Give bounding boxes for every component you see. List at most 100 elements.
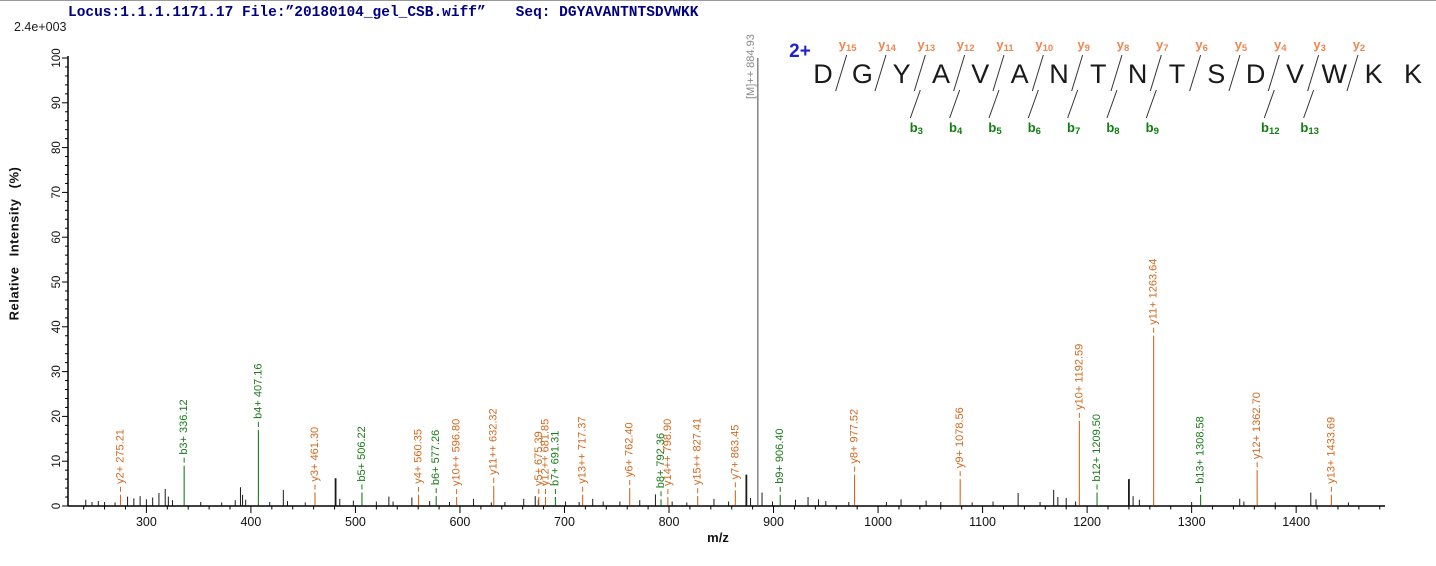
seq-ion-label-b5: b5 bbox=[988, 120, 1002, 137]
peak-label-y12+: y12+ 1362.70 bbox=[1251, 392, 1263, 459]
x-tick-label: 1200 bbox=[1073, 515, 1101, 529]
residue-6-A: A bbox=[1011, 59, 1029, 89]
b-cleavage-slash bbox=[1145, 89, 1157, 119]
y-axis-ticks: 0 10 20 30 40 50 60 70 80 90 100 bbox=[51, 48, 68, 509]
y-cleavage-slash bbox=[1228, 54, 1241, 92]
y-tick-label: 70 bbox=[51, 186, 63, 199]
locus-file-label: Locus:1.1.1.1171.17 File:”20180104_gel_C… bbox=[68, 5, 486, 21]
residue-10-T: T bbox=[1169, 59, 1186, 89]
x-tick-label: 700 bbox=[554, 515, 575, 529]
seq-ion-label-y15: y15 bbox=[839, 37, 858, 54]
b-cleavage-slash bbox=[1263, 89, 1275, 119]
seq-ion-label-y8: y8 bbox=[1117, 37, 1130, 54]
peak-label-y14++: y14++ 798.90 bbox=[662, 419, 674, 486]
y-tick-label: 100 bbox=[51, 48, 63, 67]
peak-label-[M]++: [M]++ 884.93 bbox=[745, 34, 757, 99]
seq-ion-label-b9: b9 bbox=[1146, 120, 1159, 137]
peak-label-y8+: y8+ 977.52 bbox=[849, 409, 861, 464]
residue-5-V: V bbox=[971, 59, 989, 89]
residue-2-G: G bbox=[852, 59, 873, 89]
residue-11-S: S bbox=[1207, 59, 1225, 89]
x-tick-label: 300 bbox=[136, 515, 157, 529]
residue-1-D: D bbox=[813, 59, 833, 89]
peak-label-b4+: b4+ 407.16 bbox=[252, 363, 264, 418]
b-cleavage-slash bbox=[988, 89, 1000, 119]
noise-peaks bbox=[85, 474, 1349, 506]
peak-label-y2+: y2+ 275.21 bbox=[114, 429, 126, 484]
residue-7-N: N bbox=[1049, 59, 1069, 89]
y-axis-title: Relative Intensity (%) bbox=[6, 166, 22, 321]
seq-ion-label-y13: y13 bbox=[917, 37, 935, 54]
x-axis-ticks: 300 400 500 600 700 800 900 1000 1100 1200 1300 140… bbox=[83, 506, 1381, 529]
b-cleavage-slash bbox=[949, 89, 961, 119]
b-cleavage-slash bbox=[1303, 89, 1315, 119]
peak-label-b9+: b9+ 906.40 bbox=[774, 428, 786, 483]
y-cleavage-slash bbox=[1110, 54, 1123, 92]
y-tick-label: 50 bbox=[51, 276, 63, 289]
peak-label-y10+: y10+ 1192.59 bbox=[1073, 344, 1085, 410]
b-cleavage-slash bbox=[909, 89, 921, 119]
residue-9-N: N bbox=[1128, 59, 1148, 89]
x-tick-label: 400 bbox=[240, 515, 261, 529]
residue-12-D: D bbox=[1246, 59, 1266, 89]
x-axis-title: m/z bbox=[707, 530, 729, 545]
header: Locus:1.1.1.1171.17 File:”20180104_gel_C… bbox=[68, 5, 698, 21]
peak-label-y4+: y4+ 560.35 bbox=[413, 429, 425, 484]
seq-ion-label-b3: b3 bbox=[910, 120, 923, 137]
x-tick-label: 1300 bbox=[1178, 515, 1206, 529]
precursor-charge-label: 2+ bbox=[789, 41, 811, 62]
y-tick-label: 80 bbox=[51, 141, 63, 154]
y-cleavage-slash bbox=[992, 54, 1005, 92]
y-cleavage-slash bbox=[953, 54, 966, 92]
residue-16-K: K bbox=[1404, 59, 1422, 89]
y-cleavage-slash bbox=[874, 54, 887, 92]
seq-ion-label-y4: y4 bbox=[1274, 37, 1287, 54]
seq-ion-label-y7: y7 bbox=[1156, 37, 1169, 54]
peak-label-y7+: y7+ 863.45 bbox=[729, 425, 741, 480]
residue-13-V: V bbox=[1286, 59, 1304, 89]
seq-ion-label-b6: b6 bbox=[1028, 120, 1041, 137]
y-tick-label: 40 bbox=[51, 320, 63, 333]
peak-label-y12++: y12++ 681.85 bbox=[540, 419, 552, 486]
x-tick-label: 1400 bbox=[1282, 515, 1310, 529]
residue-15-K: K bbox=[1365, 59, 1383, 89]
y-tick-label: 30 bbox=[51, 365, 63, 378]
seq-ion-label-y2: y2 bbox=[1353, 37, 1366, 54]
y-cleavage-slash bbox=[1149, 54, 1162, 92]
y-cleavage-slash bbox=[1267, 54, 1280, 92]
peak-label-y10++: y10++ 596.80 bbox=[451, 419, 463, 486]
y-cleavage-slash bbox=[1189, 54, 1202, 92]
residue-3-Y: Y bbox=[893, 59, 911, 89]
seq-ion-label-b13: b13 bbox=[1300, 120, 1319, 137]
intensity-scale-label: 2.4e+003 bbox=[14, 20, 67, 34]
sequence-label: Seq: DGYAVANTNTSDVWKK bbox=[515, 5, 699, 21]
seq-ion-label-b7: b7 bbox=[1067, 120, 1080, 137]
seq-ion-label-y12: y12 bbox=[957, 37, 975, 54]
y-tick-label: 60 bbox=[51, 231, 63, 244]
y-tick-label: 0 bbox=[51, 503, 63, 509]
x-tick-label: 900 bbox=[763, 515, 784, 529]
peak-label-y3+: y3+ 461.30 bbox=[309, 427, 321, 482]
b-cleavage-slash bbox=[1106, 89, 1118, 119]
b-cleavage-slash bbox=[1027, 89, 1039, 119]
seq-ion-label-y9: y9 bbox=[1077, 37, 1090, 54]
peak-label-y5+: y5+ 675.39 bbox=[533, 431, 545, 486]
b-cleavage-slash bbox=[1067, 89, 1079, 119]
y-cleavage-slash bbox=[1307, 54, 1320, 92]
y-tick-label: 90 bbox=[51, 96, 63, 109]
seq-ion-label-y11: y11 bbox=[996, 37, 1014, 54]
x-tick-label: 1100 bbox=[969, 515, 996, 529]
peak-label-y13++: y13++ 717.37 bbox=[577, 417, 589, 484]
peak-label-y11++: y11++ 632.32 bbox=[488, 408, 500, 474]
peak-label-b8+: b8+ 792.36 bbox=[655, 433, 667, 488]
axes bbox=[67, 56, 1385, 507]
seq-ion-label-b12: b12 bbox=[1261, 120, 1280, 137]
x-tick-label: 1000 bbox=[864, 515, 892, 529]
y-cleavage-slash bbox=[913, 54, 926, 92]
peak-label-b3+: b3+ 336.12 bbox=[178, 399, 190, 454]
peak-label-y11+: y11+ 1263.64 bbox=[1148, 259, 1160, 325]
y-cleavage-slash bbox=[1346, 54, 1359, 92]
seq-ion-label-y5: y5 bbox=[1235, 37, 1248, 54]
